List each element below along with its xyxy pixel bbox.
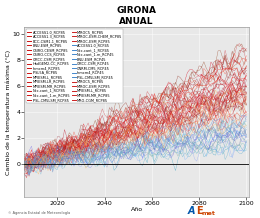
Y-axis label: Cambio de la temperatura máxima (°C): Cambio de la temperatura máxima (°C) xyxy=(5,49,11,175)
Text: met: met xyxy=(202,211,215,216)
Text: E: E xyxy=(196,206,203,216)
Legend: ACCESS1.0_RCP85, ACCESS1.3_RCP85, BCC-CSM1.1_RCP85, BNU-ESM_RCP85, CSIRO-CESM_RC: ACCESS1.0_RCP85, ACCESS1.3_RCP85, BCC-CS… xyxy=(26,29,123,103)
Text: A: A xyxy=(187,206,195,216)
Title: GIRONA
ANUAL: GIRONA ANUAL xyxy=(116,5,157,26)
X-axis label: Año: Año xyxy=(131,208,143,213)
Text: © Agencia Estatal de Meteorología: © Agencia Estatal de Meteorología xyxy=(8,211,70,215)
